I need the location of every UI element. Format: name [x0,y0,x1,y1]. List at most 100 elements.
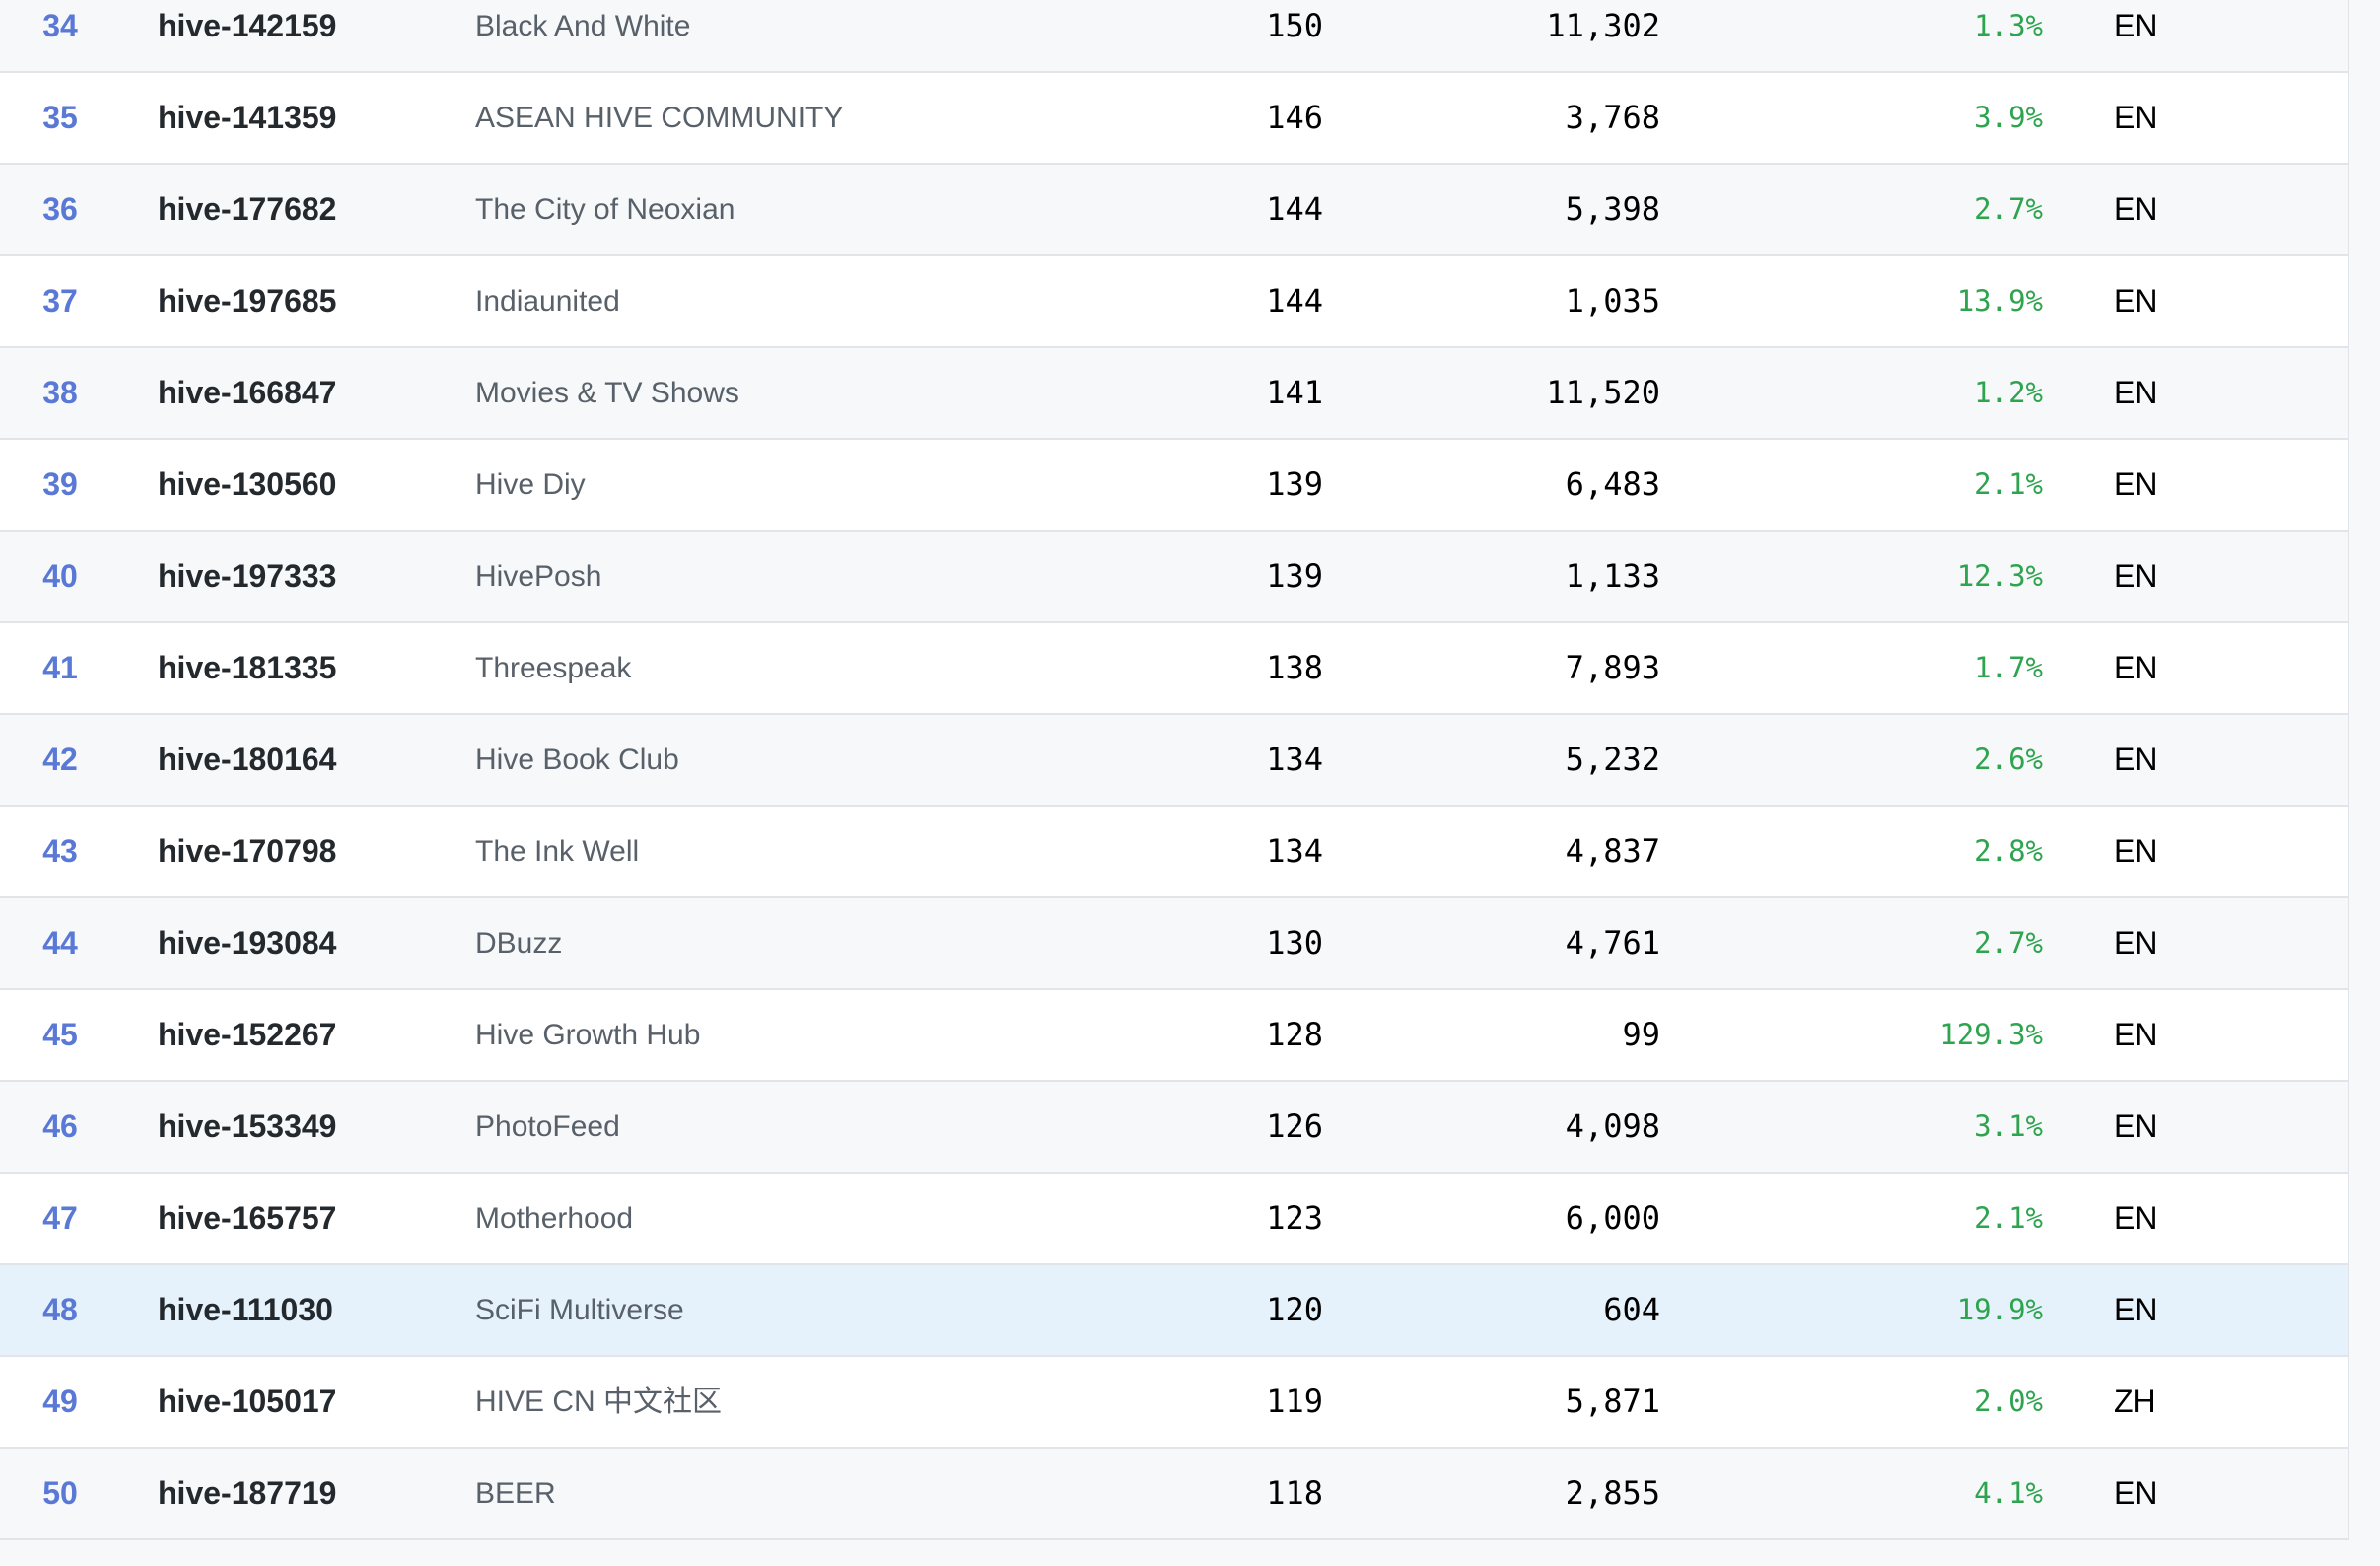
members-count: 2,855 [1565,1474,1660,1512]
language-code: EN [2114,1292,2158,1327]
community-slug-link[interactable]: hive-180164 [158,742,337,777]
community-slug-link[interactable]: hive-170798 [158,833,337,869]
table-row[interactable]: 41 hive-181335 Threespeak 138 7,893 1.7% EN [0,623,2348,715]
community-slug-link[interactable]: hive-193084 [158,925,337,961]
community-title-link[interactable]: Hive Growth Hub [475,1019,701,1051]
table-row[interactable]: 36 hive-177682 The City of Neoxian 144 5,398… [0,165,2348,256]
table-row[interactable]: 46 hive-153349 PhotoFeed 126 4,098 3.1% EN [0,1082,2348,1174]
ratio-percent: 2.0% [1974,1385,2043,1418]
subscribers-count: 141 [1266,374,1323,411]
subscribers-count: 120 [1266,1291,1323,1328]
members-count: 6,000 [1565,1199,1660,1237]
subscribers-count: 144 [1266,282,1323,320]
table-row[interactable]: 47 hive-165757 Motherhood 123 6,000 2.1% EN [0,1174,2348,1265]
subscribers-count: 123 [1266,1199,1323,1237]
members-count: 6,483 [1565,465,1660,503]
subscribers-count: 146 [1266,99,1323,136]
community-title-link[interactable]: Movies & TV Shows [475,377,739,409]
community-title-link[interactable]: Indiaunited [475,285,620,318]
language-code: EN [2114,1200,2158,1236]
members-count: 5,871 [1565,1383,1660,1420]
table-row[interactable]: 48 hive-111030 SciFi Multiverse 120 604 19.9%… [0,1265,2348,1357]
subscribers-count: 144 [1266,190,1323,228]
ratio-percent: 2.8% [1974,834,2043,868]
community-slug-link[interactable]: hive-181335 [158,650,337,685]
community-slug-link[interactable]: hive-141359 [158,100,337,135]
members-count: 604 [1603,1291,1660,1328]
members-count: 3,768 [1565,99,1660,136]
community-slug-link[interactable]: hive-130560 [158,466,337,502]
table-row[interactable]: 43 hive-170798 The Ink Well 134 4,837 2.8% EN [0,807,2348,898]
community-title-link[interactable]: HIVE CN 中文社区 [475,1386,723,1418]
table-row[interactable]: 45 hive-152267 Hive Growth Hub 128 99 129.3% E… [0,990,2348,1082]
language-code: EN [2114,1017,2158,1052]
rank-number: 38 [42,375,78,410]
communities-table: 34 hive-142159 Black And White 150 11,302 1.3… [0,0,2349,1540]
community-slug-link[interactable]: hive-197333 [158,558,337,594]
table-row[interactable]: 38 hive-166847 Movies & TV Shows 141 11,520 1… [0,348,2348,440]
community-slug-link[interactable]: hive-197685 [158,283,337,319]
language-code: EN [2114,100,2158,135]
community-title-link[interactable]: The City of Neoxian [475,193,735,226]
community-title-link[interactable]: SciFi Multiverse [475,1294,684,1326]
community-title-link[interactable]: The Ink Well [475,835,640,868]
language-code: EN [2114,283,2158,319]
members-count: 5,398 [1565,190,1660,228]
community-slug-link[interactable]: hive-142159 [158,8,337,43]
community-slug-link[interactable]: hive-111030 [158,1292,333,1327]
community-slug-link[interactable]: hive-105017 [158,1384,337,1419]
community-title-link[interactable]: HivePosh [475,560,602,593]
rank-number: 42 [42,742,78,777]
table-row[interactable]: 50 hive-187719 BEER 118 2,855 4.1% EN [0,1449,2348,1540]
table-row[interactable]: 40 hive-197333 HivePosh 139 1,133 12.3% EN [0,532,2348,623]
members-count: 1,035 [1565,282,1660,320]
page-footer-area [0,1540,2348,1566]
language-code: EN [2114,925,2158,961]
community-title-link[interactable]: Threespeak [475,652,632,684]
ratio-percent: 3.9% [1974,101,2043,134]
ratio-percent: 2.6% [1974,743,2043,776]
members-count: 7,893 [1565,649,1660,686]
language-code: EN [2114,466,2158,502]
subscribers-count: 139 [1266,557,1323,595]
community-title-link[interactable]: Hive Diy [475,468,586,501]
rank-number: 39 [42,466,78,502]
ratio-percent: 3.1% [1974,1109,2043,1143]
ratio-percent: 1.3% [1974,9,2043,42]
community-slug-link[interactable]: hive-177682 [158,191,337,227]
community-title-link[interactable]: Black And White [475,10,691,42]
community-title-link[interactable]: DBuzz [475,927,563,960]
community-slug-link[interactable]: hive-152267 [158,1017,337,1052]
table-row[interactable]: 44 hive-193084 DBuzz 130 4,761 2.7% EN [0,898,2348,990]
community-slug-link[interactable]: hive-165757 [158,1200,337,1236]
table-row[interactable]: 34 hive-142159 Black And White 150 11,302 1.3… [0,0,2348,73]
subscribers-count: 118 [1266,1474,1323,1512]
table-row[interactable]: 37 hive-197685 Indiaunited 144 1,035 13.9% EN [0,256,2348,348]
table-row[interactable]: 39 hive-130560 Hive Diy 139 6,483 2.1% EN [0,440,2348,532]
community-slug-link[interactable]: hive-166847 [158,375,337,410]
subscribers-count: 150 [1266,7,1323,44]
members-count: 4,098 [1565,1107,1660,1145]
community-slug-link[interactable]: hive-187719 [158,1475,337,1511]
ratio-percent: 13.9% [1956,284,2043,318]
community-slug-link[interactable]: hive-153349 [158,1108,337,1144]
subscribers-count: 119 [1266,1383,1323,1420]
members-count: 11,302 [1546,7,1660,44]
language-code: EN [2114,191,2158,227]
language-code: EN [2114,375,2158,410]
community-title-link[interactable]: Hive Book Club [475,744,679,776]
subscribers-count: 134 [1266,741,1323,778]
rank-number: 34 [42,8,78,43]
community-title-link[interactable]: BEER [475,1477,556,1510]
community-title-link[interactable]: PhotoFeed [475,1110,620,1143]
ratio-percent: 2.7% [1974,192,2043,226]
language-code: EN [2114,742,2158,777]
table-row[interactable]: 35 hive-141359 ASEAN HIVE COMMUNITY 146 3,76… [0,73,2348,165]
members-count: 4,837 [1565,832,1660,870]
ratio-percent: 4.1% [1974,1476,2043,1510]
community-title-link[interactable]: ASEAN HIVE COMMUNITY [475,102,844,134]
table-row[interactable]: 49 hive-105017 HIVE CN 中文社区 119 5,871 2.0% ZH [0,1357,2348,1449]
community-title-link[interactable]: Motherhood [475,1202,634,1235]
table-row[interactable]: 42 hive-180164 Hive Book Club 134 5,232 2.6% E… [0,715,2348,807]
ratio-percent: 129.3% [1939,1018,2043,1051]
